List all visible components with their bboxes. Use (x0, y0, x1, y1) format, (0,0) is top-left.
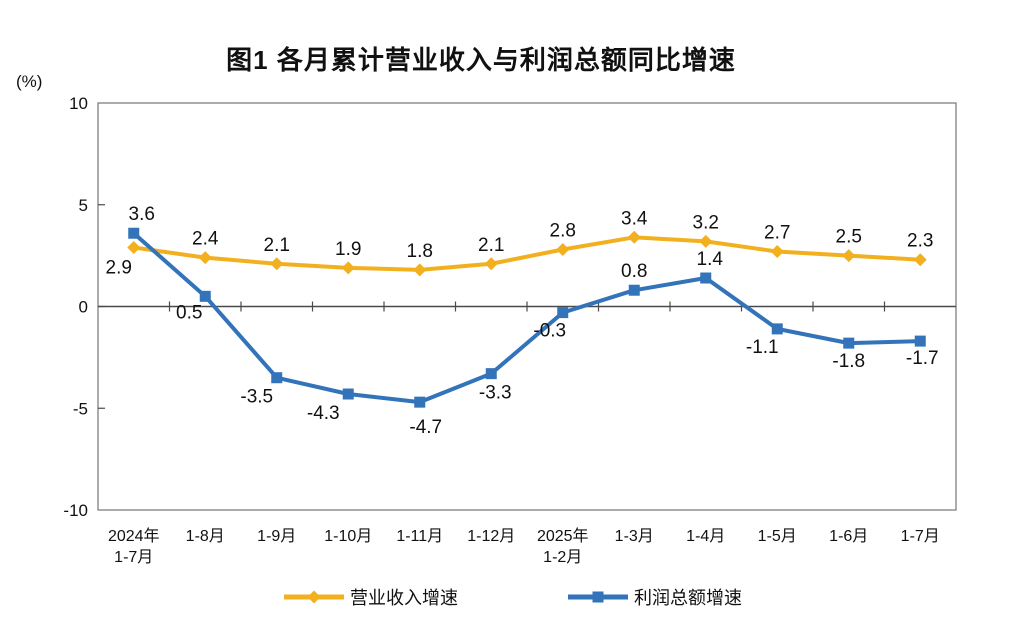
svg-text:1-9月: 1-9月 (257, 528, 296, 545)
svg-text:0.5: 0.5 (176, 302, 202, 323)
svg-text:2.7: 2.7 (764, 223, 790, 244)
svg-text:1-10月: 1-10月 (324, 528, 372, 545)
svg-text:3.4: 3.4 (621, 208, 648, 229)
svg-text:1-6月: 1-6月 (829, 528, 868, 545)
svg-text:2.1: 2.1 (264, 235, 290, 256)
svg-text:0.8: 0.8 (621, 261, 647, 282)
svg-text:3.2: 3.2 (693, 212, 719, 233)
chart-legend: 营业收入增速 利润总额增速 (0, 584, 1026, 610)
svg-text:5: 5 (79, 196, 88, 215)
profit-series-line-square-icon (568, 591, 628, 603)
svg-text:1-8月: 1-8月 (186, 528, 225, 545)
svg-text:1.4: 1.4 (697, 249, 724, 270)
svg-text:1-7月: 1-7月 (114, 549, 153, 566)
svg-text:-1.1: -1.1 (746, 337, 779, 358)
svg-text:-3.5: -3.5 (240, 387, 273, 408)
svg-text:1.8: 1.8 (407, 241, 433, 262)
svg-text:-3.3: -3.3 (479, 383, 512, 404)
svg-text:1-5月: 1-5月 (758, 528, 797, 545)
svg-text:-1.7: -1.7 (906, 348, 939, 369)
svg-text:10: 10 (69, 94, 88, 113)
svg-text:1-4月: 1-4月 (686, 528, 725, 545)
svg-text:2.8: 2.8 (550, 221, 576, 242)
svg-text:1.9: 1.9 (335, 239, 361, 260)
svg-text:-5: -5 (73, 399, 88, 418)
svg-text:2.3: 2.3 (907, 231, 933, 252)
svg-text:-10: -10 (63, 501, 88, 520)
svg-text:2.4: 2.4 (192, 229, 219, 250)
legend-label-revenue-growth: 营业收入增速 (350, 588, 458, 608)
svg-text:-4.7: -4.7 (409, 417, 442, 438)
svg-text:-1.8: -1.8 (832, 351, 865, 372)
svg-text:2024年: 2024年 (108, 527, 160, 545)
svg-text:1-7月: 1-7月 (901, 528, 940, 545)
svg-text:-0.3: -0.3 (533, 321, 566, 342)
svg-text:2.9: 2.9 (106, 257, 132, 278)
svg-text:3.6: 3.6 (129, 204, 155, 225)
legend-item-profit-growth: 利润总额增速 (568, 584, 742, 610)
revenue-series-line-diamond-icon (284, 590, 344, 604)
legend-item-revenue-growth: 营业收入增速 (284, 584, 458, 610)
svg-text:0: 0 (79, 298, 88, 317)
y-axis-unit-label: (%) (16, 72, 43, 91)
svg-text:1-2月: 1-2月 (543, 549, 582, 566)
svg-text:2.1: 2.1 (478, 235, 504, 256)
svg-text:1-12月: 1-12月 (467, 528, 515, 545)
svg-text:2025年: 2025年 (537, 527, 589, 545)
chart-title: 图1 各月累计营业收入与利润总额同比增速 (226, 45, 736, 75)
svg-text:-4.3: -4.3 (307, 403, 340, 424)
svg-text:2.5: 2.5 (836, 227, 862, 248)
svg-text:1-11月: 1-11月 (396, 528, 443, 545)
legend-label-profit-growth: 利润总额增速 (634, 588, 742, 608)
svg-text:1-3月: 1-3月 (615, 528, 654, 545)
